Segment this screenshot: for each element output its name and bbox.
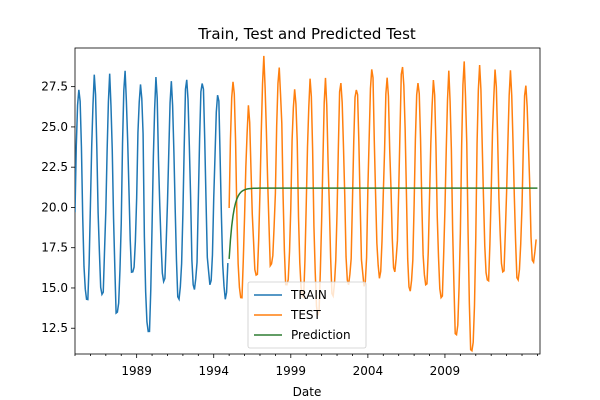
y-tick-label: 22.5 bbox=[41, 160, 68, 174]
x-tick-label: 1989 bbox=[121, 364, 152, 378]
series-layer bbox=[75, 55, 538, 353]
x-axis-label: Date bbox=[293, 385, 322, 399]
y-tick-label: 17.5 bbox=[41, 241, 68, 255]
x-tick-label: 2009 bbox=[430, 364, 461, 378]
legend-label-test: TEST bbox=[290, 308, 322, 322]
legend-label-prediction: Prediction bbox=[291, 328, 351, 342]
series-line-prediction bbox=[228, 187, 538, 260]
legend-box bbox=[247, 281, 367, 349]
series-line-train bbox=[75, 70, 229, 333]
y-tick-label: 27.5 bbox=[41, 80, 68, 94]
y-axis: 12.5 15.0 17.5 20.0 22.5 25.0 27.5 bbox=[41, 80, 75, 335]
series-line-test bbox=[228, 55, 537, 353]
legend-label-train: TRAIN bbox=[290, 288, 327, 302]
x-tick-label: 1999 bbox=[276, 364, 307, 378]
x-tick-label: 2004 bbox=[353, 364, 384, 378]
chart-title: Train, Test and Predicted Test bbox=[197, 25, 416, 43]
y-tick-label: 20.0 bbox=[41, 200, 68, 214]
y-tick-label: 25.0 bbox=[41, 120, 68, 134]
y-tick-label: 15.0 bbox=[41, 281, 68, 295]
x-tick-label: 1994 bbox=[198, 364, 229, 378]
x-axis: 1989 1994 1999 2004 2009 bbox=[74, 354, 538, 378]
y-tick-label: 12.5 bbox=[41, 321, 68, 335]
legend: TRAIN TEST Prediction bbox=[247, 281, 367, 349]
